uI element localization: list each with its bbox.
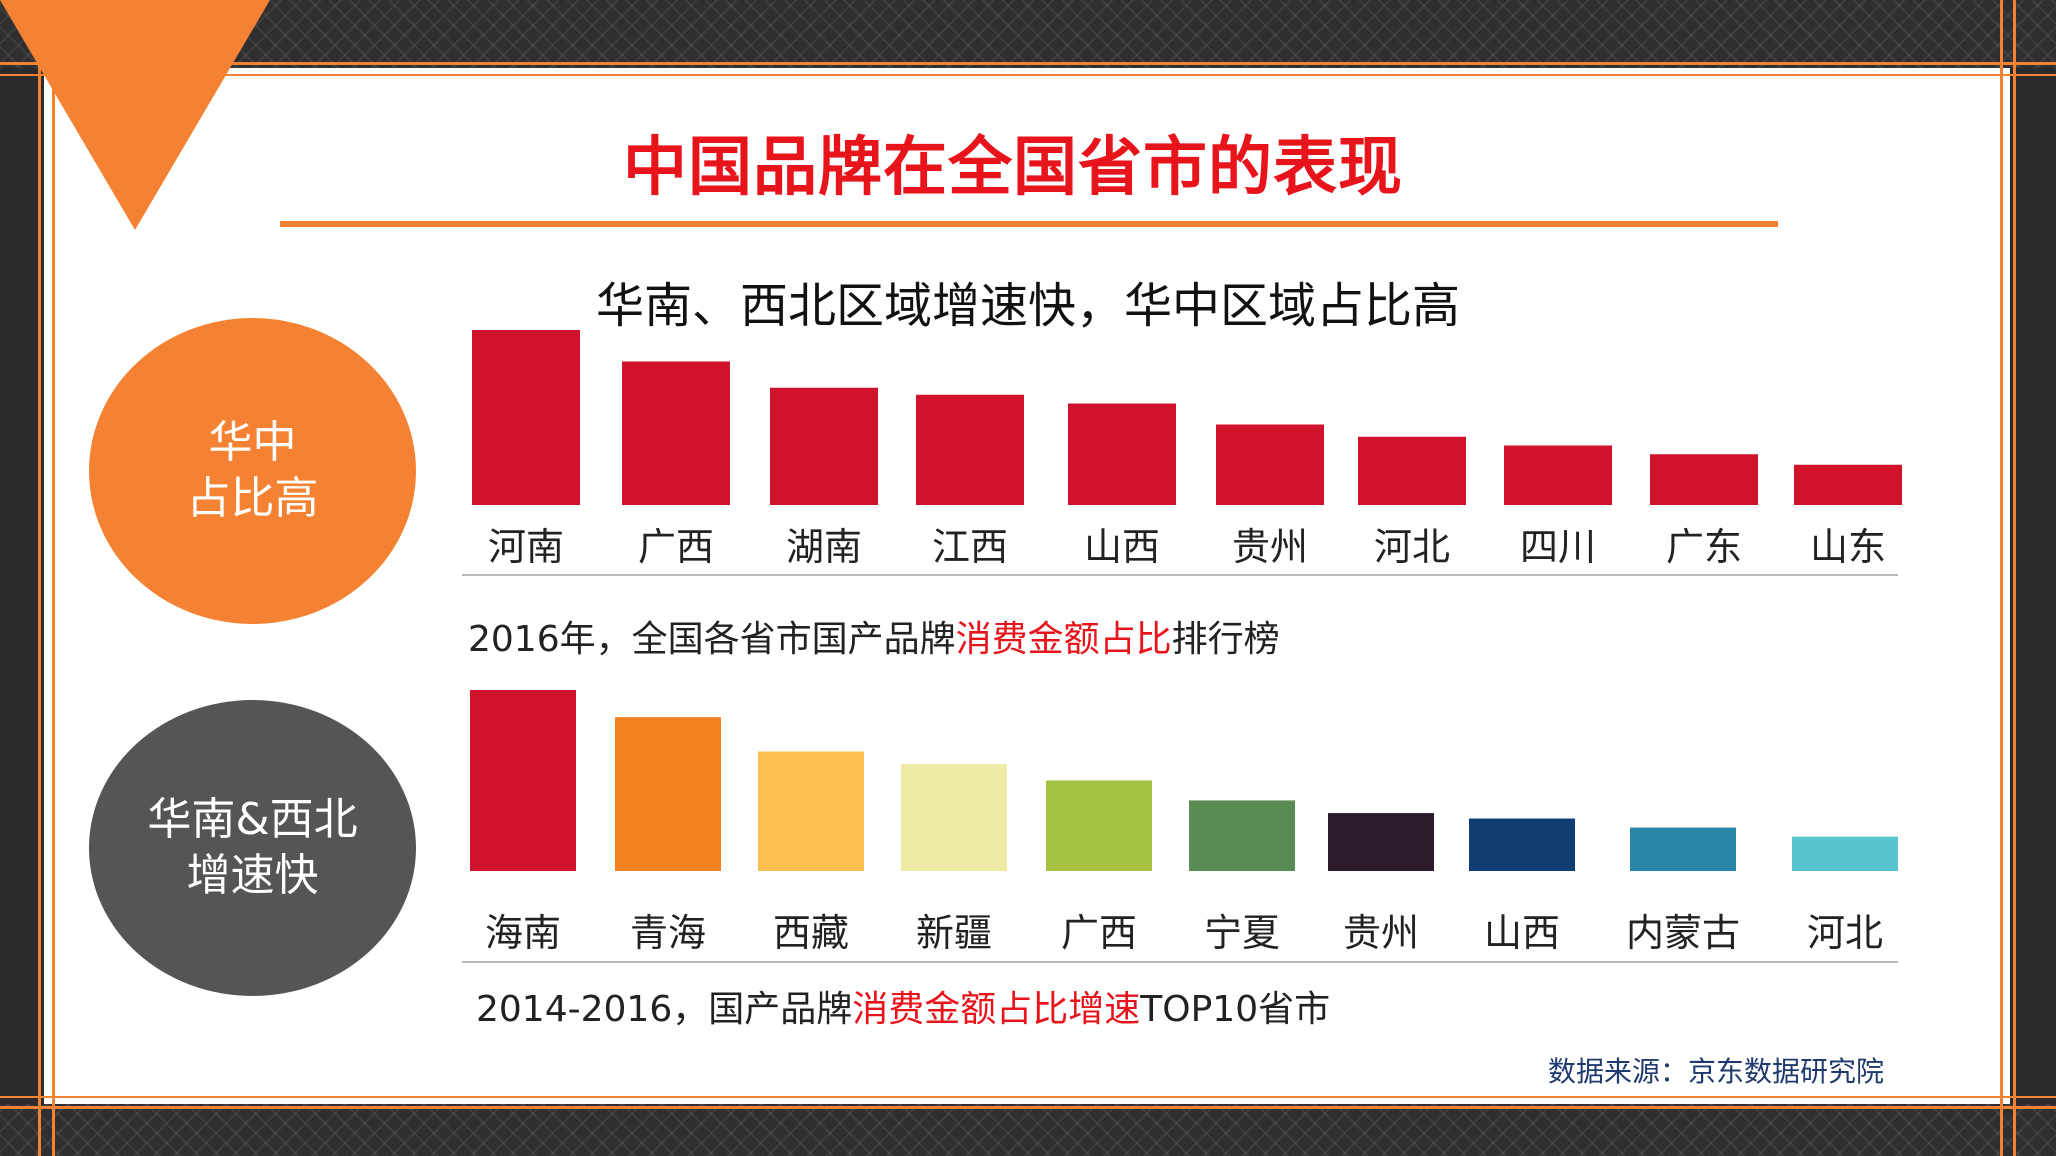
chart-1-bar-1 <box>472 330 580 505</box>
chart-2-bar-3 <box>758 751 864 871</box>
chart-1-bar-10 <box>1794 464 1902 505</box>
callout-circle-south-northwest-line2: 增速快 <box>186 850 319 901</box>
bottom-pattern-band <box>0 1104 2056 1156</box>
chart-2-category-label-2: 青海 <box>630 911 706 955</box>
chart-2-bar-1 <box>470 690 576 871</box>
chart-1-category-label-10: 山东 <box>1810 525 1886 569</box>
chart-1-bar-5 <box>1068 403 1176 505</box>
chart-1-category-label-2: 广西 <box>638 525 714 569</box>
chart-1-bar-2 <box>622 361 730 505</box>
chart-2-bar-2 <box>615 717 721 871</box>
frame-line-left-outer <box>38 0 41 1156</box>
chart-2-category-label-5: 广西 <box>1061 911 1137 955</box>
chart-1-bar-4 <box>916 394 1024 505</box>
chart-2-bar-4 <box>901 764 1007 871</box>
chart-1-bar-7 <box>1358 436 1466 505</box>
page-title: 中国品牌在全国省市的表现 <box>623 131 1403 205</box>
chart-2-category-label-4: 新疆 <box>916 911 992 955</box>
chart-2-category-label-10: 河北 <box>1807 911 1883 955</box>
chart-1-category-label-3: 湖南 <box>786 525 862 569</box>
chart-2-bar-7 <box>1328 813 1434 871</box>
chart-2-caption-highlight: 消费金额占比增速 <box>852 989 1141 1030</box>
chart-1-category-label-4: 江西 <box>932 525 1008 569</box>
callout-circle-central-line2: 占比高 <box>186 473 319 524</box>
frame-line-bottom-inner <box>0 1096 2056 1098</box>
chart-2-category-label-6: 宁夏 <box>1204 911 1280 955</box>
top-pattern-band <box>0 0 2056 68</box>
frame-line-left-inner <box>52 0 55 1156</box>
chart-1-category-label-5: 山西 <box>1084 525 1160 569</box>
callout-circle-central: 华中 占比高 <box>89 318 416 624</box>
callout-circle-south-northwest-line1: 华南&西北 <box>147 794 358 845</box>
subtitle: 华南、西北区域增速快，华中区域占比高 <box>596 278 1461 334</box>
frame-line-bottom <box>0 1106 2056 1109</box>
frame-line-top <box>0 62 2056 65</box>
chart-2-category-label-7: 贵州 <box>1343 911 1419 955</box>
chart-2-caption-suffix: TOP10省市 <box>1140 989 1331 1030</box>
chart-2-bar-10 <box>1792 836 1898 871</box>
chart-2-category-label-9: 内蒙古 <box>1626 911 1740 955</box>
chart-2-bar-6 <box>1189 800 1295 871</box>
chart-1-category-label-8: 四川 <box>1520 525 1596 569</box>
chart-2-bar-5 <box>1046 780 1152 871</box>
chart-2-category-label-8: 山西 <box>1484 911 1560 955</box>
chart-2-caption: 2014-2016，国产品牌消费金额占比增速TOP10省市 <box>476 980 1330 1032</box>
callout-circle-central-line1: 华中 <box>208 417 297 468</box>
chart-1-bar-8 <box>1504 445 1612 505</box>
chart-1-bar-6 <box>1216 424 1324 505</box>
chart-1-category-label-9: 广东 <box>1666 525 1742 569</box>
chart-1-caption-suffix: 排行榜 <box>1171 619 1280 660</box>
chart-1-bar-3 <box>770 387 878 505</box>
frame-line-top-inner <box>0 74 2056 76</box>
chart-1-bar-9 <box>1650 454 1758 505</box>
corner-triangle-decoration <box>0 0 270 230</box>
frame-line-right-inner <box>2000 0 2003 1156</box>
chart-2-bar-8 <box>1469 818 1575 871</box>
chart-2-category-label-1: 海南 <box>485 911 561 955</box>
frame-line-right-outer <box>2013 0 2016 1156</box>
chart-1-caption-highlight: 消费金额占比 <box>955 619 1172 660</box>
chart-1-category-label-7: 河北 <box>1374 525 1450 569</box>
chart-2-caption-prefix: 2014-2016，国产品牌 <box>476 989 853 1030</box>
chart-1-category-label-1: 河南 <box>488 525 564 569</box>
data-source-note: 数据来源：京东数据研究院 <box>1548 1055 1885 1088</box>
chart-2-bar-9 <box>1630 827 1736 871</box>
chart-2-category-label-3: 西藏 <box>773 911 849 955</box>
chart-1-caption-prefix: 2016年，全国各省市国产品牌 <box>468 619 956 660</box>
chart-1-category-label-6: 贵州 <box>1232 525 1308 569</box>
title-underline <box>280 221 1778 227</box>
callout-circle-south-northwest: 华南&西北 增速快 <box>89 700 416 996</box>
chart-1-caption: 2016年，全国各省市国产品牌消费金额占比排行榜 <box>468 610 1280 662</box>
